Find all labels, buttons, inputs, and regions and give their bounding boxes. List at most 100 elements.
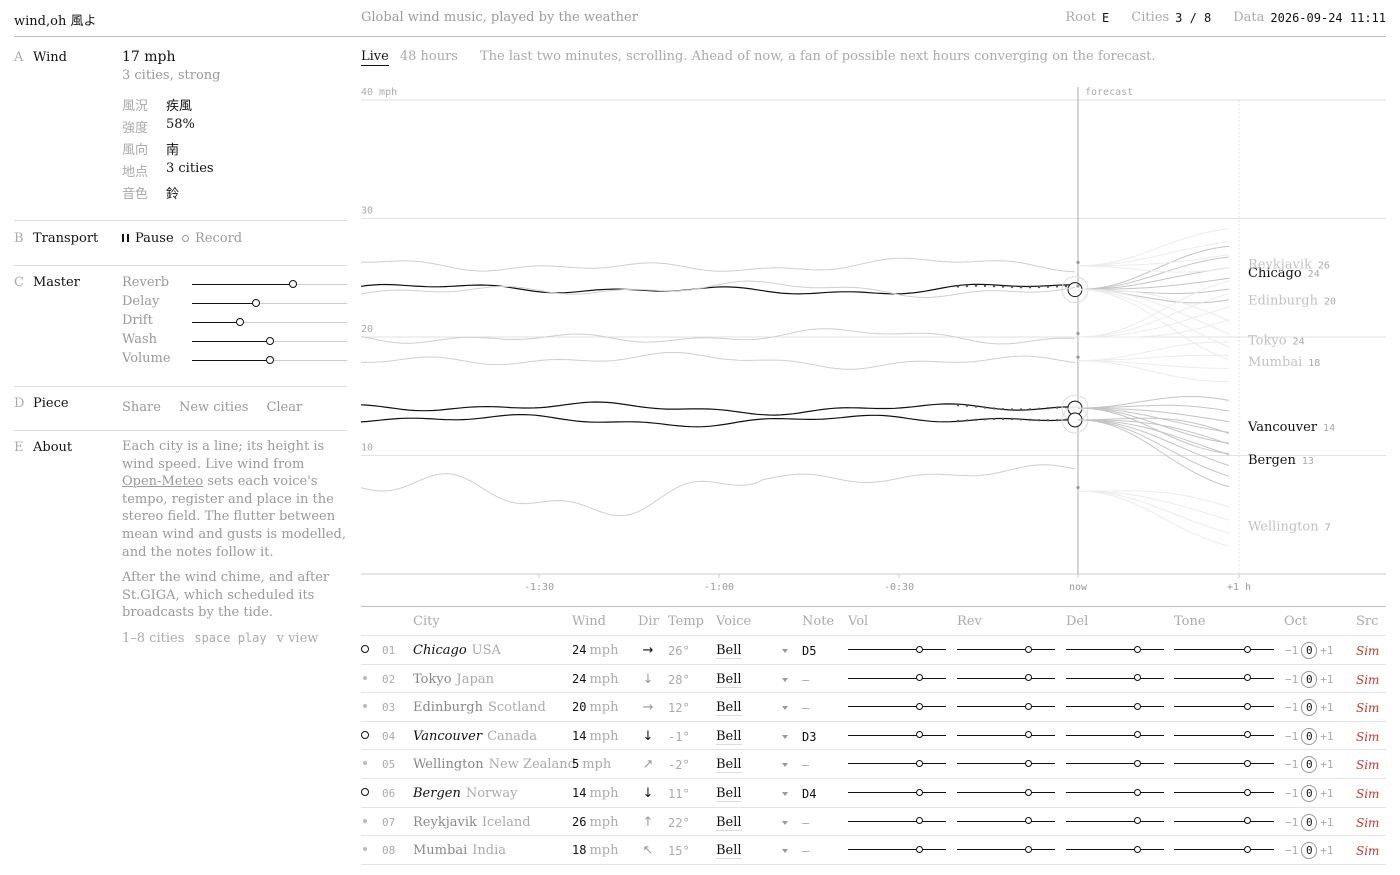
tab-live[interactable]: Live <box>361 49 389 66</box>
octave-minus-button[interactable]: −1 <box>1285 787 1299 800</box>
slider-knob[interactable] <box>1134 817 1142 825</box>
slider-knob[interactable] <box>1243 702 1251 710</box>
slider-knob[interactable] <box>916 731 924 739</box>
tone-slider[interactable] <box>1174 845 1274 853</box>
series-label-reykjavik[interactable]: Reykjavik 26 <box>1248 258 1330 273</box>
slider-knob[interactable] <box>1243 788 1251 796</box>
slider-knob[interactable] <box>1134 731 1142 739</box>
slider-knob[interactable] <box>916 645 924 653</box>
slider-knob[interactable] <box>1134 674 1142 682</box>
series-label-chicago[interactable]: Chicago 24 <box>1248 266 1320 281</box>
series-label-vancouver[interactable]: Vancouver 14 <box>1247 420 1335 435</box>
tone-slider[interactable] <box>1174 674 1274 682</box>
octave-plus-button[interactable]: +1 <box>1320 758 1334 772</box>
series-label-bergen[interactable]: Bergen 13 <box>1248 453 1314 468</box>
source-badge[interactable]: Sim <box>1356 672 1380 687</box>
voice-select[interactable]: Bell <box>716 643 791 659</box>
del-slider[interactable] <box>1066 759 1164 767</box>
active-toggle[interactable] <box>363 675 367 680</box>
slider-knob[interactable] <box>1025 645 1033 653</box>
clear-button[interactable]: Clear <box>266 400 303 415</box>
slider-knob[interactable] <box>1243 674 1251 682</box>
table-row[interactable]: 07 Reykjavik Iceland 26 mph ↑ 22° Bell – −1 0 +1 Sim <box>361 806 1386 836</box>
slider-track[interactable] <box>192 299 347 307</box>
slider-knob[interactable] <box>265 356 274 364</box>
slider-knob[interactable] <box>916 702 924 710</box>
octave-minus-button[interactable]: −1 <box>1285 701 1299 715</box>
voice-select[interactable]: Bell <box>716 814 791 831</box>
slider-knob[interactable] <box>1025 788 1033 796</box>
city-name[interactable]: Bergen <box>413 786 461 801</box>
slider-knob[interactable] <box>1025 845 1033 853</box>
active-toggle[interactable] <box>363 847 367 852</box>
open-meteo-link[interactable]: Open-Meteo <box>122 474 204 490</box>
vol-slider[interactable] <box>848 702 946 710</box>
active-toggle[interactable] <box>361 730 369 739</box>
slider-knob[interactable] <box>1243 731 1251 739</box>
record-button[interactable]: Record <box>182 231 242 246</box>
vol-slider[interactable] <box>848 817 946 825</box>
series-label-tokyo[interactable]: Tokyo 24 <box>1248 334 1305 349</box>
city-name[interactable]: Wellington <box>413 757 484 773</box>
octave-minus-button[interactable]: −1 <box>1285 729 1299 743</box>
rev-slider[interactable] <box>957 817 1055 825</box>
voice-select[interactable]: Bell <box>716 843 791 860</box>
del-slider[interactable] <box>1066 788 1164 796</box>
vol-slider[interactable] <box>848 731 946 739</box>
tone-slider[interactable] <box>1174 731 1274 739</box>
slider-knob[interactable] <box>916 788 924 796</box>
del-slider[interactable] <box>1066 674 1164 682</box>
octave-minus-button[interactable]: −1 <box>1285 758 1299 772</box>
voice-select[interactable]: Bell <box>716 700 791 717</box>
slider-knob[interactable] <box>265 337 274 345</box>
octave-plus-button[interactable]: +1 <box>1320 701 1334 715</box>
slider-knob[interactable] <box>916 817 924 825</box>
active-toggle[interactable] <box>361 788 369 796</box>
slider-track[interactable] <box>192 337 347 345</box>
slider-knob[interactable] <box>1134 759 1142 767</box>
octave-plus-button[interactable]: +1 <box>1320 787 1334 800</box>
source-badge[interactable]: Sim <box>1356 815 1380 830</box>
slider-knob[interactable] <box>1243 845 1251 853</box>
tone-slider[interactable] <box>1174 645 1274 653</box>
tone-slider[interactable] <box>1174 759 1274 767</box>
tone-slider[interactable] <box>1174 702 1274 710</box>
tab-48-hours[interactable]: 48 hours <box>399 49 458 64</box>
del-slider[interactable] <box>1066 731 1164 739</box>
rev-slider[interactable] <box>957 759 1055 767</box>
slider-knob[interactable] <box>1134 645 1142 653</box>
slider-knob[interactable] <box>236 318 245 326</box>
master-slider-volume[interactable]: Volume <box>122 351 347 369</box>
active-toggle[interactable] <box>363 818 367 823</box>
tone-slider[interactable] <box>1174 817 1274 825</box>
octave-minus-button[interactable]: −1 <box>1285 844 1299 858</box>
octave-plus-button[interactable]: +1 <box>1320 729 1334 743</box>
table-row[interactable]: 05 Wellington New Zealand 5 mph ↗ -2° Bell – −1 0 +… <box>361 749 1386 778</box>
master-slider-wash[interactable]: Wash <box>122 332 347 350</box>
source-badge[interactable]: Sim <box>1356 758 1380 773</box>
octave-plus-button[interactable]: +1 <box>1320 815 1334 829</box>
voice-select[interactable]: Bell <box>716 728 791 745</box>
slider-knob[interactable] <box>916 845 924 853</box>
share-button[interactable]: Share <box>122 400 161 415</box>
slider-knob[interactable] <box>1134 845 1142 853</box>
source-badge[interactable]: Sim <box>1356 844 1380 859</box>
slider-knob[interactable] <box>1243 817 1251 825</box>
slider-knob[interactable] <box>916 759 924 767</box>
active-toggle[interactable] <box>363 761 367 766</box>
slider-knob[interactable] <box>1025 731 1033 739</box>
city-name[interactable]: Chicago <box>413 643 467 658</box>
pause-button[interactable]: Pause <box>122 231 174 246</box>
rev-slider[interactable] <box>957 645 1055 653</box>
vol-slider[interactable] <box>848 645 946 653</box>
rev-slider[interactable] <box>957 788 1055 796</box>
vol-slider[interactable] <box>848 788 946 796</box>
vol-slider[interactable] <box>848 845 946 853</box>
voice-select[interactable]: Bell <box>716 786 791 802</box>
vol-slider[interactable] <box>848 759 946 767</box>
series-label-wellington[interactable]: Wellington 7 <box>1248 520 1331 535</box>
octave-minus-button[interactable]: −1 <box>1285 672 1299 686</box>
series-label-edinburgh[interactable]: Edinburgh 20 <box>1248 293 1336 308</box>
slider-track[interactable] <box>192 318 347 326</box>
active-toggle[interactable] <box>361 645 369 653</box>
